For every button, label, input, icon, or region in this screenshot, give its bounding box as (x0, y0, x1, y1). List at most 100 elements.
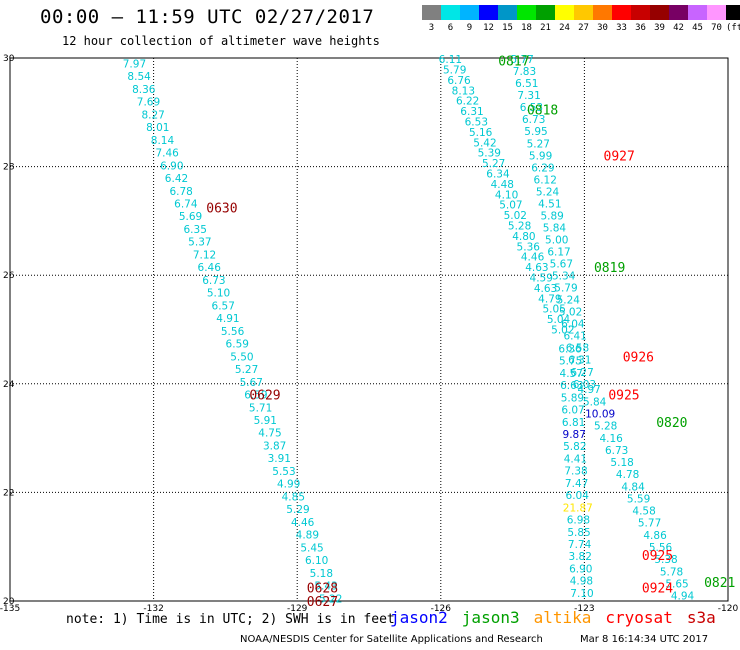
y-tick-label: 30 (3, 54, 15, 64)
wave-height-label: 5.95 (524, 126, 547, 138)
pass-time-label: 0925 (642, 549, 673, 564)
wave-height-label: 5.75 (559, 356, 582, 368)
wave-height-label: 5.82 (563, 441, 586, 453)
y-tick-label: 24 (3, 380, 15, 390)
wave-height-label: 5.02 (551, 325, 574, 337)
pass-time-label: 0924 (642, 581, 673, 596)
wave-height-label: 5.10 (207, 288, 230, 300)
wave-height-label: 7.12 (193, 249, 216, 261)
wave-height-label: 6.90 (160, 160, 183, 172)
wave-height-label: 4.51 (538, 198, 561, 210)
wave-height-label: 9.87 (563, 429, 586, 441)
wave-height-label: 6.81 (562, 417, 585, 429)
wave-height-label: 8.13 (452, 85, 475, 97)
wave-height-label: 4.16 (599, 433, 623, 445)
legend-swatch (479, 5, 498, 20)
wave-height-label: 5.84 (543, 222, 567, 234)
legend-tick-label: 18 (521, 23, 532, 33)
pass-time-label: 0627 (307, 595, 338, 610)
pass-time-label: 0628 (307, 581, 338, 596)
wave-height-label: 8.27 (141, 109, 164, 121)
x-tick-label: -129 (287, 604, 308, 614)
footer-note: note: 1) Time is in UTC; 2) SWH is in fe… (66, 612, 395, 627)
wave-height-label: 6.53 (465, 116, 488, 128)
legend-swatch (593, 5, 612, 20)
wave-height-label: 4.63 (525, 262, 548, 274)
wave-height-label: 4.46 (291, 517, 315, 529)
wave-height-label: 6.04 (561, 319, 585, 331)
wave-height-label: 5.89 (561, 392, 584, 404)
legend-swatch (650, 5, 669, 20)
legend-tick-label: 3 (428, 23, 435, 33)
wave-height-label: 7.10 (570, 588, 593, 600)
wave-height-label: 6.78 (169, 186, 192, 198)
pass-time-label: 0817 (498, 55, 529, 70)
wave-height-label: 4.98 (570, 576, 593, 588)
wave-height-label: 6.27 (570, 367, 593, 379)
legend-tick-label: 12 (483, 23, 494, 33)
wave-height-label: 5.05 (543, 304, 566, 316)
wave-height-label: 6.07 (561, 405, 584, 417)
wave-height-label: 5.36 (517, 241, 541, 253)
wave-height-label: 5.91 (254, 415, 277, 427)
timestamp-text: Mar 8 16:14:34 UTC 2017 (580, 634, 709, 645)
credit-text: NOAA/NESDIS Center for Satellite Applica… (240, 634, 543, 645)
legend-swatch (669, 5, 688, 20)
wave-height-label: 5.29 (286, 504, 309, 516)
legend-tick-label: 42 (673, 23, 684, 33)
wave-height-label: 5.28 (594, 421, 617, 433)
wave-height-label: 4.46 (521, 252, 545, 264)
wave-height-label: 5.89 (540, 210, 563, 222)
wave-height-label: 4.85 (282, 491, 305, 503)
wave-height-label: 5.04 (547, 314, 571, 326)
wave-height-label: 3.87 (263, 440, 286, 452)
wave-height-label: 6.59 (226, 339, 249, 351)
wave-height-label: 8.14 (151, 135, 175, 147)
legend-swatch (631, 5, 650, 20)
x-tick-label: -123 (574, 604, 594, 614)
legend-swatch (707, 5, 726, 20)
wave-height-label: 5.27 (235, 364, 258, 376)
legend-tick-label: 9 (466, 23, 473, 33)
wave-height-label: 4.59 (530, 272, 553, 284)
legend-tick-label: 45 (692, 23, 703, 33)
wave-height-label: 5.24 (557, 295, 581, 307)
wave-height-label: 5.67 (240, 377, 263, 389)
wave-height-label: 4.78 (616, 469, 639, 481)
y-tick-label: 20 (3, 597, 15, 607)
wave-height-label: 4.94 (671, 591, 695, 603)
wave-height-label: 4.79 (538, 293, 561, 305)
wave-height-label: 6.35 (184, 224, 207, 236)
x-tick-label: -126 (431, 604, 452, 614)
pass-time-label: 0821 (704, 576, 735, 591)
legend-tick-label: 30 (597, 23, 608, 33)
wave-height-label: 5.45 (300, 542, 323, 554)
wave-height-label: 7.74 (568, 539, 592, 551)
chart-title: 00:00 – 11:59 UTC 02/27/2017 (40, 6, 375, 28)
x-tick-label: -135 (0, 604, 20, 614)
wave-height-label: 6.42 (165, 173, 188, 185)
wave-height-label: 7.69 (137, 97, 160, 109)
wave-height-label: 6.03 (573, 379, 596, 391)
legend-swatch (517, 5, 536, 20)
wave-height-label: 6.90 (569, 563, 592, 575)
legend-tick-label: 33 (616, 23, 627, 33)
wave-height-label: 5.02 (559, 307, 582, 319)
wave-height-label: 6.98 (567, 515, 590, 527)
wave-height-label: 4.86 (643, 530, 667, 542)
legend-swatch (498, 5, 517, 20)
wave-height-label: 5.79 (443, 64, 466, 76)
wave-height-label: 5.34 (552, 271, 576, 283)
wave-height-label: 5.67 (550, 259, 573, 271)
wave-height-label: 6.17 (547, 247, 570, 259)
wave-height-label: 5.39 (478, 148, 501, 160)
pass-time-label: 0925 (608, 389, 639, 404)
wave-height-label: 6.74 (174, 199, 198, 211)
wave-height-label: 6.46 (198, 262, 222, 274)
legend-swatch (688, 5, 707, 20)
wave-height-label: 6.31 (460, 106, 483, 118)
legend-swatch (460, 5, 479, 20)
wave-height-label: 5.37 (188, 237, 211, 249)
wave-height-label: 4.97 (577, 384, 600, 396)
